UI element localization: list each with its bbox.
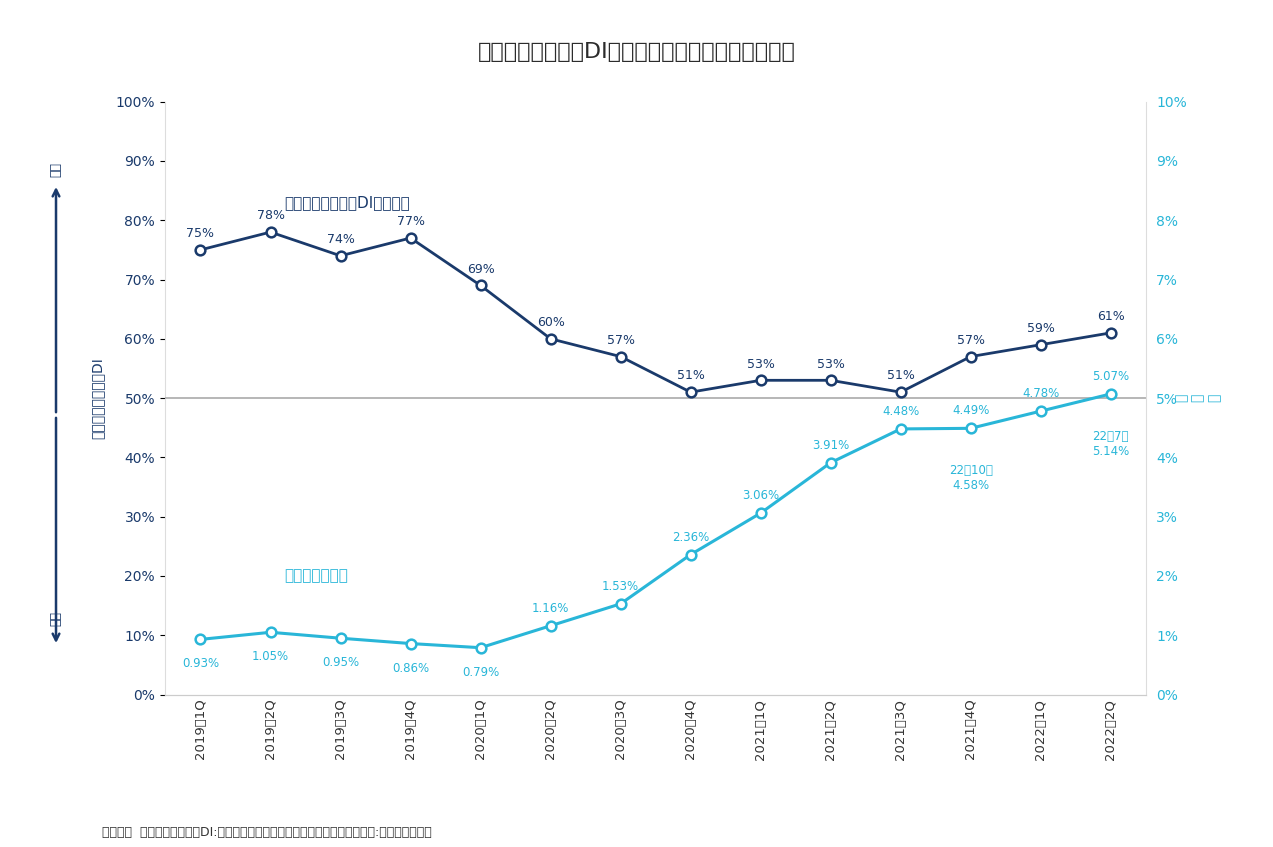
Text: 4.48%: 4.48% (882, 405, 919, 418)
Text: 1.05%: 1.05% (252, 650, 289, 663)
Text: 51%: 51% (677, 369, 704, 383)
Text: （出所）  オフィス拡張移転DI:三幸エステート・ニッセイ基礎研究所、空室率:三幸エステート: （出所） オフィス拡張移転DI:三幸エステート・ニッセイ基礎研究所、空室率:三幸… (102, 826, 432, 839)
Text: 60%: 60% (537, 316, 564, 329)
Text: 22年7月
5.14%: 22年7月 5.14% (1092, 430, 1129, 458)
Y-axis label: 空
室
率: 空 室 率 (1175, 394, 1221, 402)
Y-axis label: オフィス拡張移転DI: オフィス拡張移転DI (90, 357, 104, 439)
Text: 1.53%: 1.53% (602, 579, 639, 593)
Text: 69%: 69% (467, 263, 494, 276)
Text: オフィス拡張移転DI（左軸）: オフィス拡張移転DI（左軸） (285, 195, 410, 210)
Text: 74%: 74% (327, 233, 354, 246)
Text: 0.95%: 0.95% (322, 656, 359, 669)
Text: 5.07%: 5.07% (1092, 370, 1129, 383)
Text: 51%: 51% (887, 369, 914, 383)
Text: 0.93%: 0.93% (182, 657, 219, 671)
Text: 61%: 61% (1097, 310, 1124, 324)
Text: 22年10月
4.58%: 22年10月 4.58% (948, 464, 993, 492)
Text: 78%: 78% (257, 209, 284, 223)
Text: 3.06%: 3.06% (742, 489, 779, 502)
Text: 53%: 53% (817, 357, 844, 371)
Text: 57%: 57% (957, 334, 984, 347)
Text: 縮小: 縮小 (50, 611, 62, 626)
Text: 4.49%: 4.49% (952, 404, 989, 418)
Text: 77%: 77% (397, 215, 424, 229)
Text: 75%: 75% (187, 227, 214, 241)
Text: 空室率（右軸）: 空室率（右軸） (285, 568, 349, 584)
Text: 53%: 53% (747, 357, 774, 371)
Text: 57%: 57% (607, 334, 634, 347)
Text: 3.91%: 3.91% (812, 439, 849, 451)
Text: 0.79%: 0.79% (462, 666, 499, 678)
Text: 59%: 59% (1027, 322, 1054, 335)
Text: 2.36%: 2.36% (672, 530, 709, 544)
Text: 0.86%: 0.86% (392, 662, 429, 674)
Text: 拡張: 拡張 (50, 162, 62, 177)
Text: 1.16%: 1.16% (532, 601, 569, 615)
Text: オフィス拡張移転DIと空室率の推移（東京都心部）: オフィス拡張移転DIと空室率の推移（東京都心部） (477, 42, 796, 63)
Text: 4.78%: 4.78% (1022, 387, 1059, 400)
